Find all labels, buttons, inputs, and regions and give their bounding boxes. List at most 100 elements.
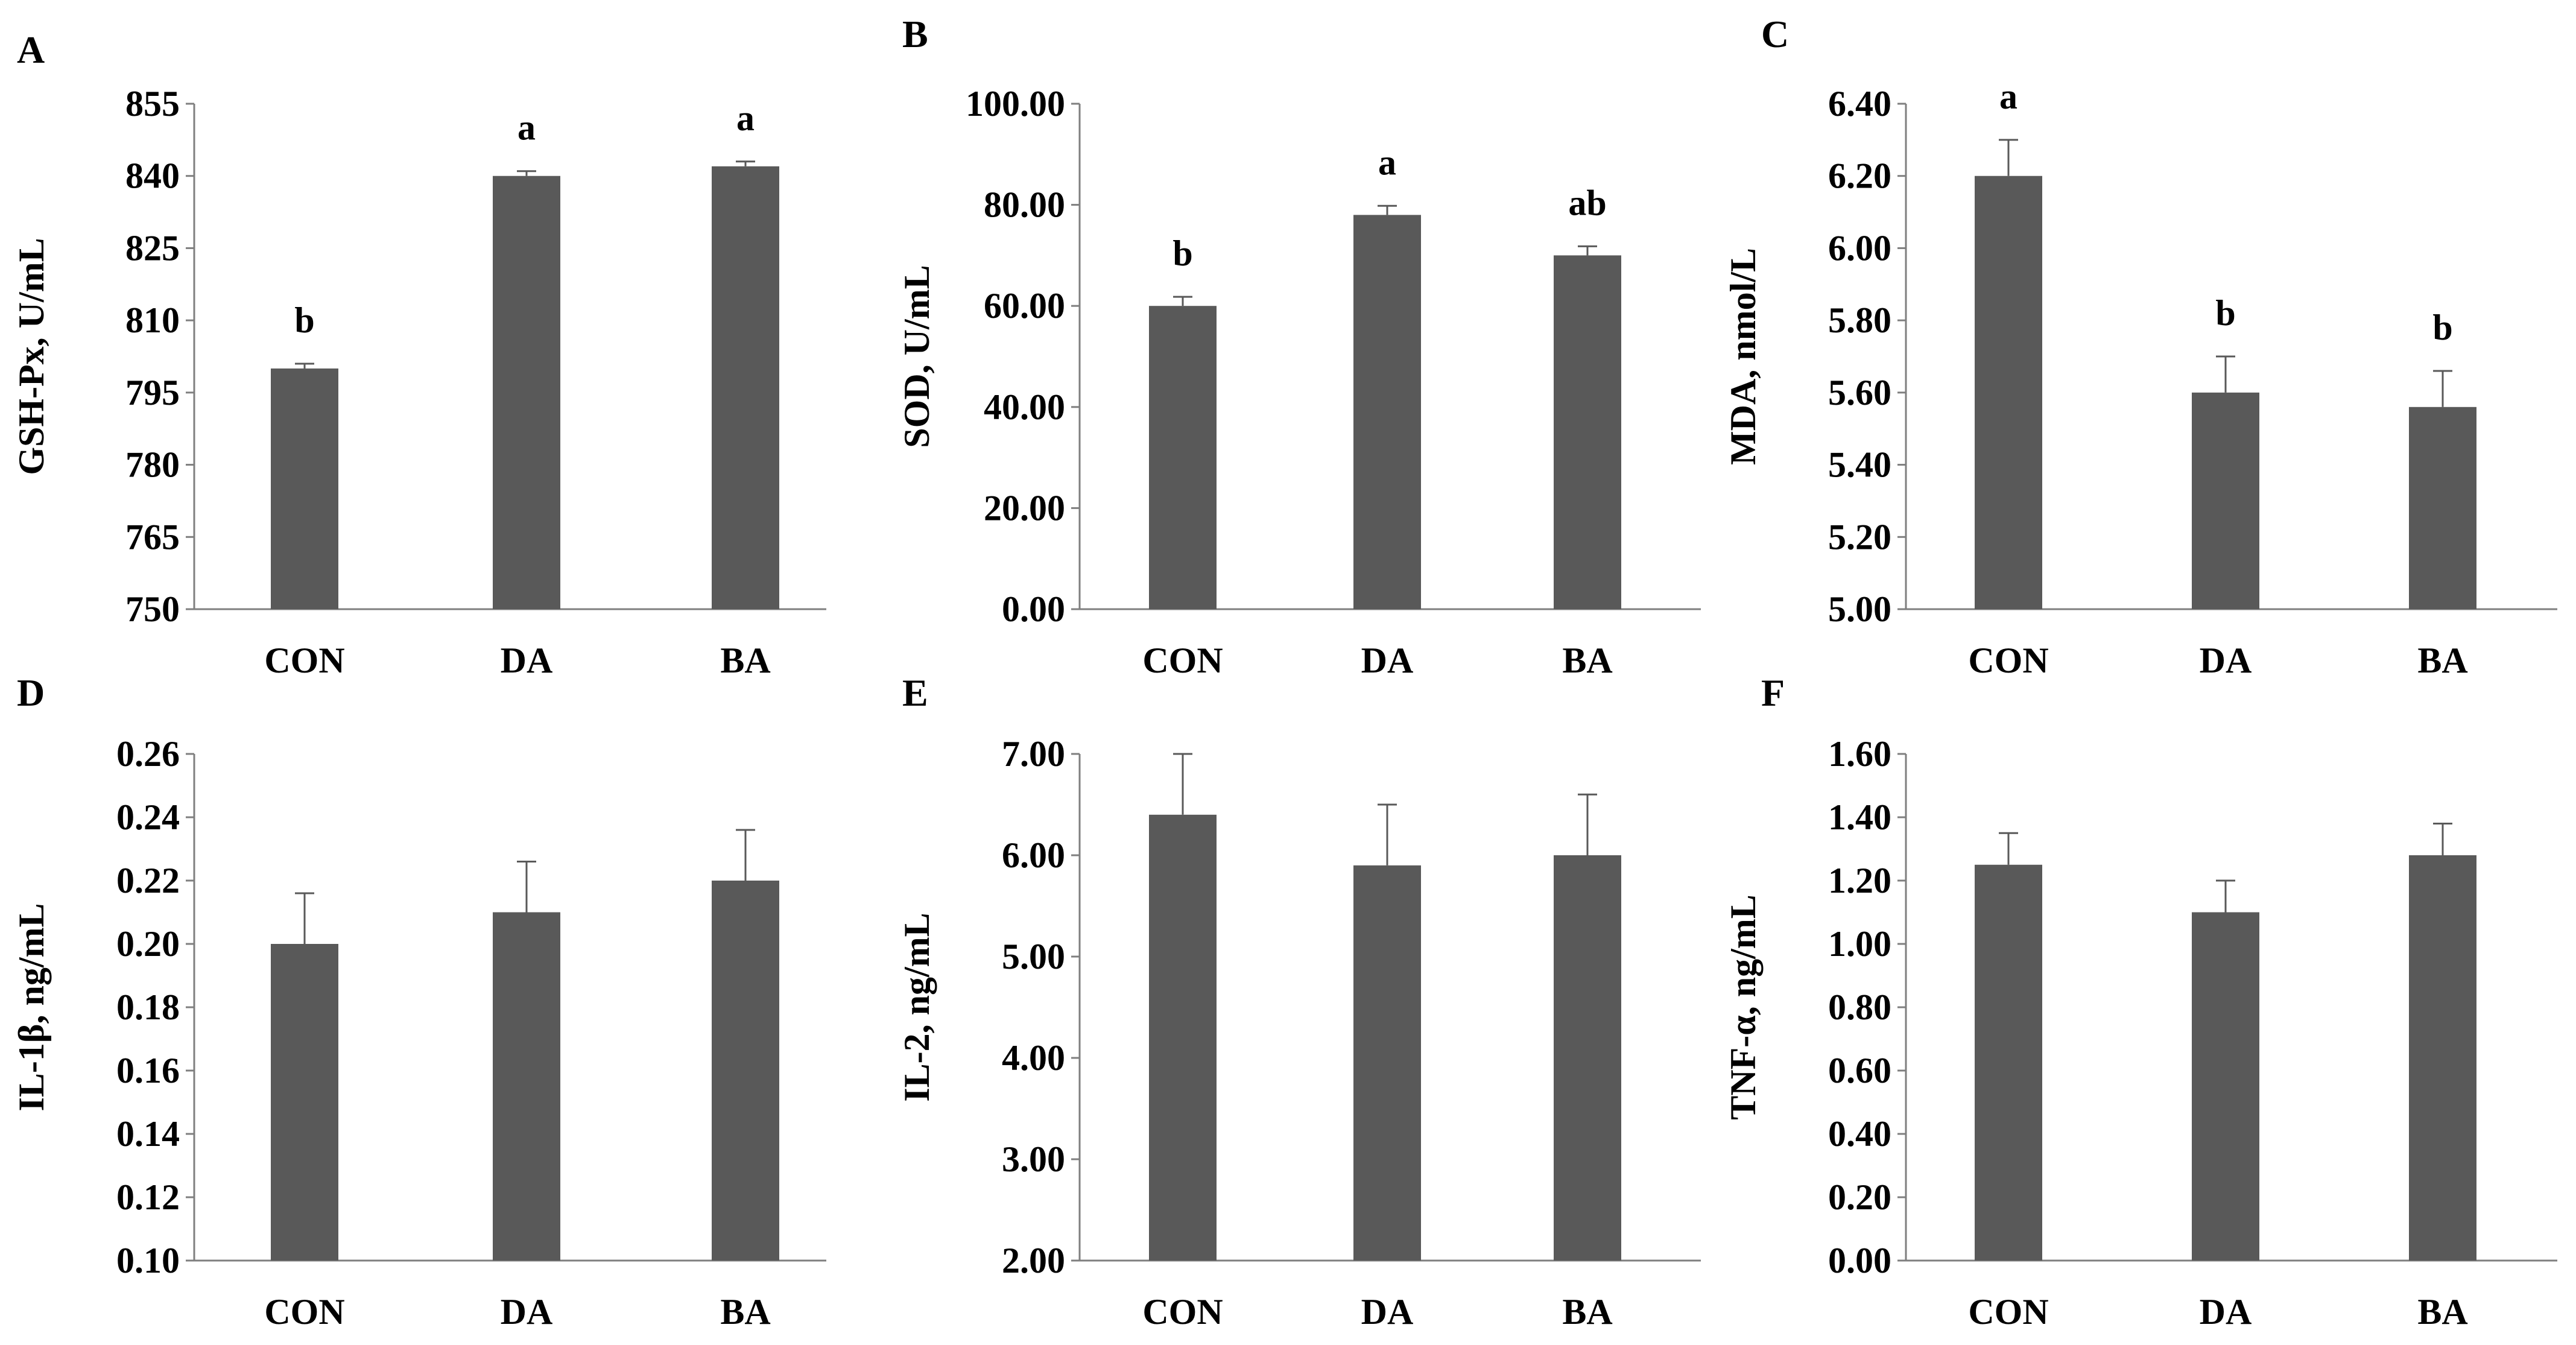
panel-e-y-tick-label: 5.00 <box>1002 937 1065 976</box>
panel-a-y-tick-label: 825 <box>125 228 180 268</box>
panel-f-x-label-con: CON <box>1968 1292 2048 1332</box>
panel-e-y-tick-label: 2.00 <box>1002 1241 1065 1280</box>
panel-c-y-tick-label: 5.00 <box>1828 589 1891 629</box>
panel-a-x-label-ba: BA <box>720 641 770 680</box>
panel-b-y-tick-label: 40.00 <box>984 387 1065 427</box>
panel-b-sig-letter-con: b <box>1172 233 1192 273</box>
panel-a-y-tick-label: 840 <box>125 156 180 196</box>
panel-d-bar-da <box>493 912 560 1261</box>
panel-a-x-label-con: CON <box>264 641 344 680</box>
panel-b-y-axis-title: SOD, U/mL <box>897 265 937 448</box>
panel-c-y-tick-label: 6.00 <box>1828 228 1891 268</box>
panel-a-bar-con <box>271 368 338 609</box>
panel-e-y-axis-title: IL-2, ng/mL <box>897 913 937 1101</box>
panel-e-x-label-ba: BA <box>1562 1292 1612 1332</box>
panel-e-bar-ba <box>1554 855 1621 1261</box>
panel-c-bar-con <box>1975 176 2042 609</box>
panel-f-x-label-da: DA <box>2200 1292 2252 1332</box>
panel-c-letter: C <box>1761 13 1789 55</box>
panel-f-y-tick-label: 0.40 <box>1828 1114 1891 1154</box>
panel-a-y-axis-title: GSH-Px, U/mL <box>11 238 51 475</box>
panel-e-bar-con <box>1149 814 1217 1261</box>
panel-b-bar-con <box>1149 306 1217 609</box>
panel-a-letter: A <box>17 28 45 71</box>
panel-c-y-tick-label: 6.20 <box>1828 156 1891 196</box>
panel-d-bar-con <box>271 944 338 1261</box>
panel-e-y-tick-label: 4.00 <box>1002 1038 1065 1078</box>
panel-b-sig-letter-ba: ab <box>1568 183 1606 223</box>
panel-d-y-tick-label: 0.18 <box>116 987 180 1027</box>
panel-c-bar-da <box>2192 392 2259 609</box>
panel-f-y-tick-label: 1.40 <box>1828 797 1891 837</box>
panel-a-sig-letter-da: a <box>517 108 536 148</box>
panel-b-sig-letter-da: a <box>1378 142 1396 182</box>
panel-c-sig-letter-da: b <box>2215 293 2235 333</box>
panel-c-y-tick-label: 5.60 <box>1828 373 1891 413</box>
panel-f-bar-da <box>2192 912 2259 1261</box>
panel-e-x-label-da: DA <box>1361 1292 1414 1332</box>
panel-f-y-tick-label: 1.00 <box>1828 924 1891 964</box>
panel-d-y-tick-label: 0.12 <box>116 1177 180 1217</box>
panel-c-y-axis-title: MDA, nmol/L <box>1723 248 1763 465</box>
panel-f-letter: F <box>1761 671 1785 714</box>
panel-e-y-tick-label: 3.00 <box>1002 1139 1065 1179</box>
panel-a-sig-letter-con: b <box>294 300 314 340</box>
panel-c-y-tick-label: 5.40 <box>1828 445 1891 485</box>
panel-b-x-label-con: CON <box>1142 641 1223 680</box>
panel-d-y-tick-label: 0.24 <box>116 797 180 837</box>
panel-a-x-label-da: DA <box>501 641 553 680</box>
panel-d-x-label-da: DA <box>501 1292 553 1332</box>
panel-f-y-tick-label: 0.20 <box>1828 1177 1891 1217</box>
panel-b-y-tick-label: 20.00 <box>984 488 1065 528</box>
panel-d-y-tick-label: 0.22 <box>116 861 180 900</box>
panel-f-y-tick-label: 0.60 <box>1828 1051 1891 1090</box>
panel-a-y-tick-label: 810 <box>125 300 180 340</box>
panel-a-y-tick-label: 795 <box>125 373 180 413</box>
panel-a-bar-ba <box>712 166 779 609</box>
panel-f-y-tick-label: 0.80 <box>1828 987 1891 1027</box>
panel-b-y-tick-label: 80.00 <box>984 185 1065 225</box>
panel-a-sig-letter-ba: a <box>736 98 755 138</box>
panel-d-bar-ba <box>712 881 779 1261</box>
panel-d-y-tick-label: 0.14 <box>116 1114 180 1154</box>
panel-f-y-tick-label: 0.00 <box>1828 1241 1891 1280</box>
panel-d-x-label-con: CON <box>264 1292 344 1332</box>
panel-c-y-tick-label: 6.40 <box>1828 84 1891 124</box>
panel-c-y-tick-label: 5.80 <box>1828 300 1891 340</box>
panel-b-y-tick-label: 60.00 <box>984 286 1065 326</box>
panel-c-sig-letter-ba: b <box>2432 308 2452 347</box>
panel-a-bar-da <box>493 176 560 609</box>
panel-d-y-tick-label: 0.26 <box>116 734 180 774</box>
panel-c-y-tick-label: 5.20 <box>1828 517 1891 557</box>
panel-b-y-tick-label: 0.00 <box>1002 589 1065 629</box>
panel-d-y-tick-label: 0.16 <box>116 1051 180 1090</box>
panel-c-x-label-con: CON <box>1968 641 2048 680</box>
panel-b-bar-da <box>1353 215 1421 609</box>
panel-c-x-label-ba: BA <box>2417 641 2467 680</box>
panel-f-y-axis-title: TNF-α, ng/mL <box>1723 894 1763 1120</box>
panel-a-y-tick-label: 750 <box>125 589 180 629</box>
panel-f-bar-ba <box>2409 855 2476 1261</box>
panel-d-y-tick-label: 0.20 <box>116 924 180 964</box>
panel-b-x-label-da: DA <box>1361 641 1414 680</box>
panel-b-bar-ba <box>1554 255 1621 609</box>
panel-b-letter: B <box>902 13 928 55</box>
panel-b-y-tick-label: 100.00 <box>966 84 1065 124</box>
panel-d-letter: D <box>17 671 45 714</box>
panel-c-x-label-da: DA <box>2200 641 2252 680</box>
panel-d-x-label-ba: BA <box>720 1292 770 1332</box>
panel-e-x-label-con: CON <box>1142 1292 1223 1332</box>
panel-f-x-label-ba: BA <box>2417 1292 2467 1332</box>
panel-b-x-label-ba: BA <box>1562 641 1612 680</box>
panel-f-y-tick-label: 1.20 <box>1828 861 1891 900</box>
panel-e-bar-da <box>1353 865 1421 1261</box>
panel-a-y-tick-label: 780 <box>125 445 180 485</box>
panel-d-y-tick-label: 0.10 <box>116 1241 180 1280</box>
panel-c-bar-ba <box>2409 407 2476 609</box>
panel-a-y-tick-label: 765 <box>125 517 180 557</box>
panel-c-sig-letter-con: a <box>1999 77 2017 116</box>
panel-e-letter: E <box>902 671 928 714</box>
panel-f-bar-con <box>1975 864 2042 1261</box>
panel-f-y-tick-label: 1.60 <box>1828 734 1891 774</box>
